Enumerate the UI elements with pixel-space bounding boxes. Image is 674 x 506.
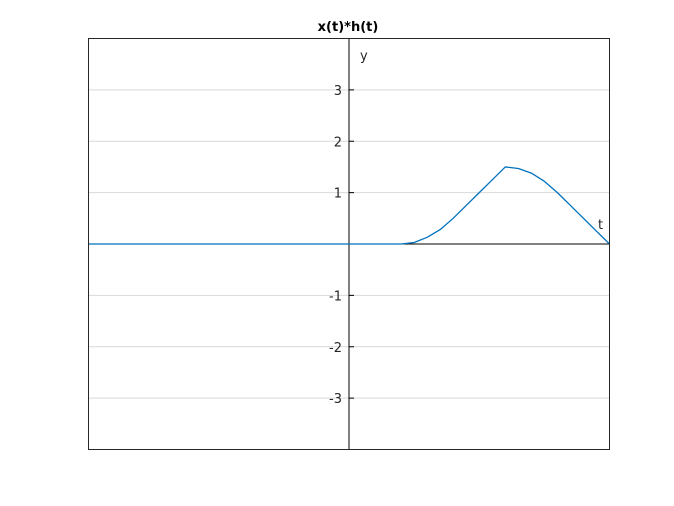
plot-area [88,166,610,245]
y-tick-label: -3 [329,392,342,407]
y-tick-label: 3 [334,84,342,99]
series-line [88,166,610,245]
plot-frame [88,38,610,450]
y-axis-label: y [360,49,368,64]
tick-labels: -3 -2 -1 1 2 3 [329,84,342,407]
y-tick-label: 1 [334,187,342,202]
y-tick-label: 2 [334,135,342,150]
x-axis-label: t [598,218,603,233]
y-tick-label: -1 [329,289,342,304]
y-tick-label: -2 [329,341,342,356]
chart-title: x(t)*h(t) [318,20,379,35]
